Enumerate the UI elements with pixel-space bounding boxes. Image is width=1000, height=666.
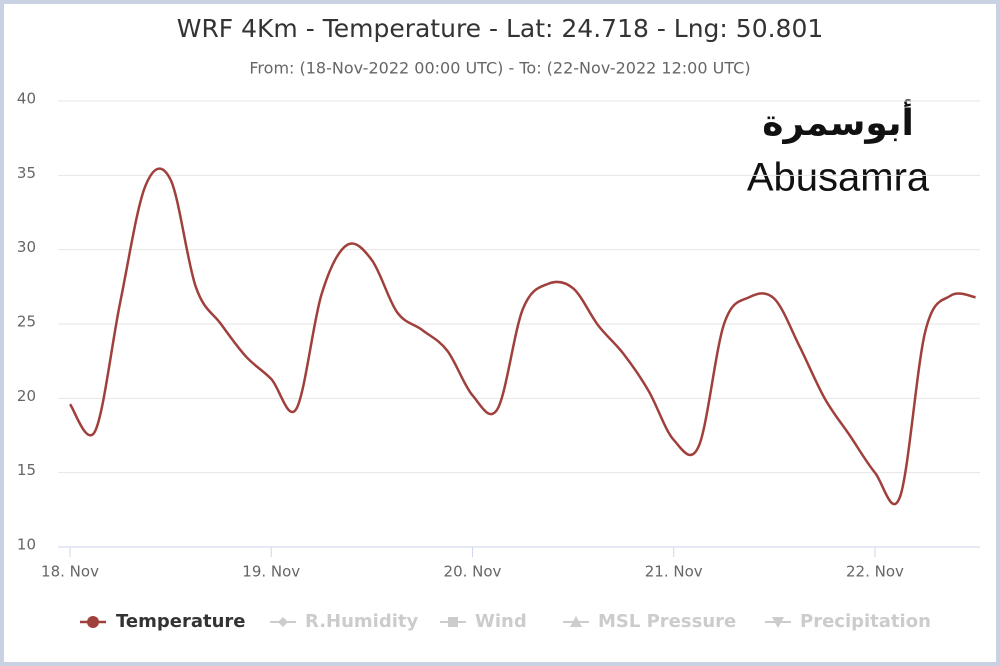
chart-subtitle: From: (18-Nov-2022 00:00 UTC) - To: (22-…: [249, 59, 750, 78]
legend-item[interactable]: Wind: [475, 611, 527, 632]
y-tick-label: 30: [17, 238, 36, 256]
y-tick-label: 20: [17, 387, 36, 405]
legend-item[interactable]: Temperature: [116, 611, 245, 632]
x-tick-label: 20. Nov: [444, 563, 502, 581]
legend-item[interactable]: MSL Pressure: [598, 611, 736, 632]
temperature-line: [68, 167, 976, 506]
legend-item[interactable]: R.Humidity: [305, 611, 418, 632]
y-tick-label: 10: [17, 536, 36, 554]
y-tick-label: 25: [17, 313, 36, 331]
legend-symbol: [448, 617, 458, 627]
x-tick-label: 22. Nov: [846, 563, 904, 581]
legend-symbol: [570, 616, 582, 627]
legend-symbol: [772, 617, 784, 628]
y-tick-label: 15: [17, 461, 36, 479]
y-tick-label: 40: [17, 90, 36, 108]
legend-symbol: [278, 617, 288, 627]
annotation: أبوسمرة: [762, 99, 914, 144]
chart-title: WRF 4Km - Temperature - Lat: 24.718 - Ln…: [177, 14, 824, 43]
annotation: Abusamra: [747, 156, 930, 200]
x-tick-label: 18. Nov: [41, 563, 99, 581]
legend-item[interactable]: Precipitation: [800, 611, 931, 632]
y-tick-label: 35: [17, 164, 36, 182]
x-tick-label: 19. Nov: [242, 563, 300, 581]
x-tick-label: 21. Nov: [645, 563, 703, 581]
legend-symbol: [87, 616, 99, 628]
